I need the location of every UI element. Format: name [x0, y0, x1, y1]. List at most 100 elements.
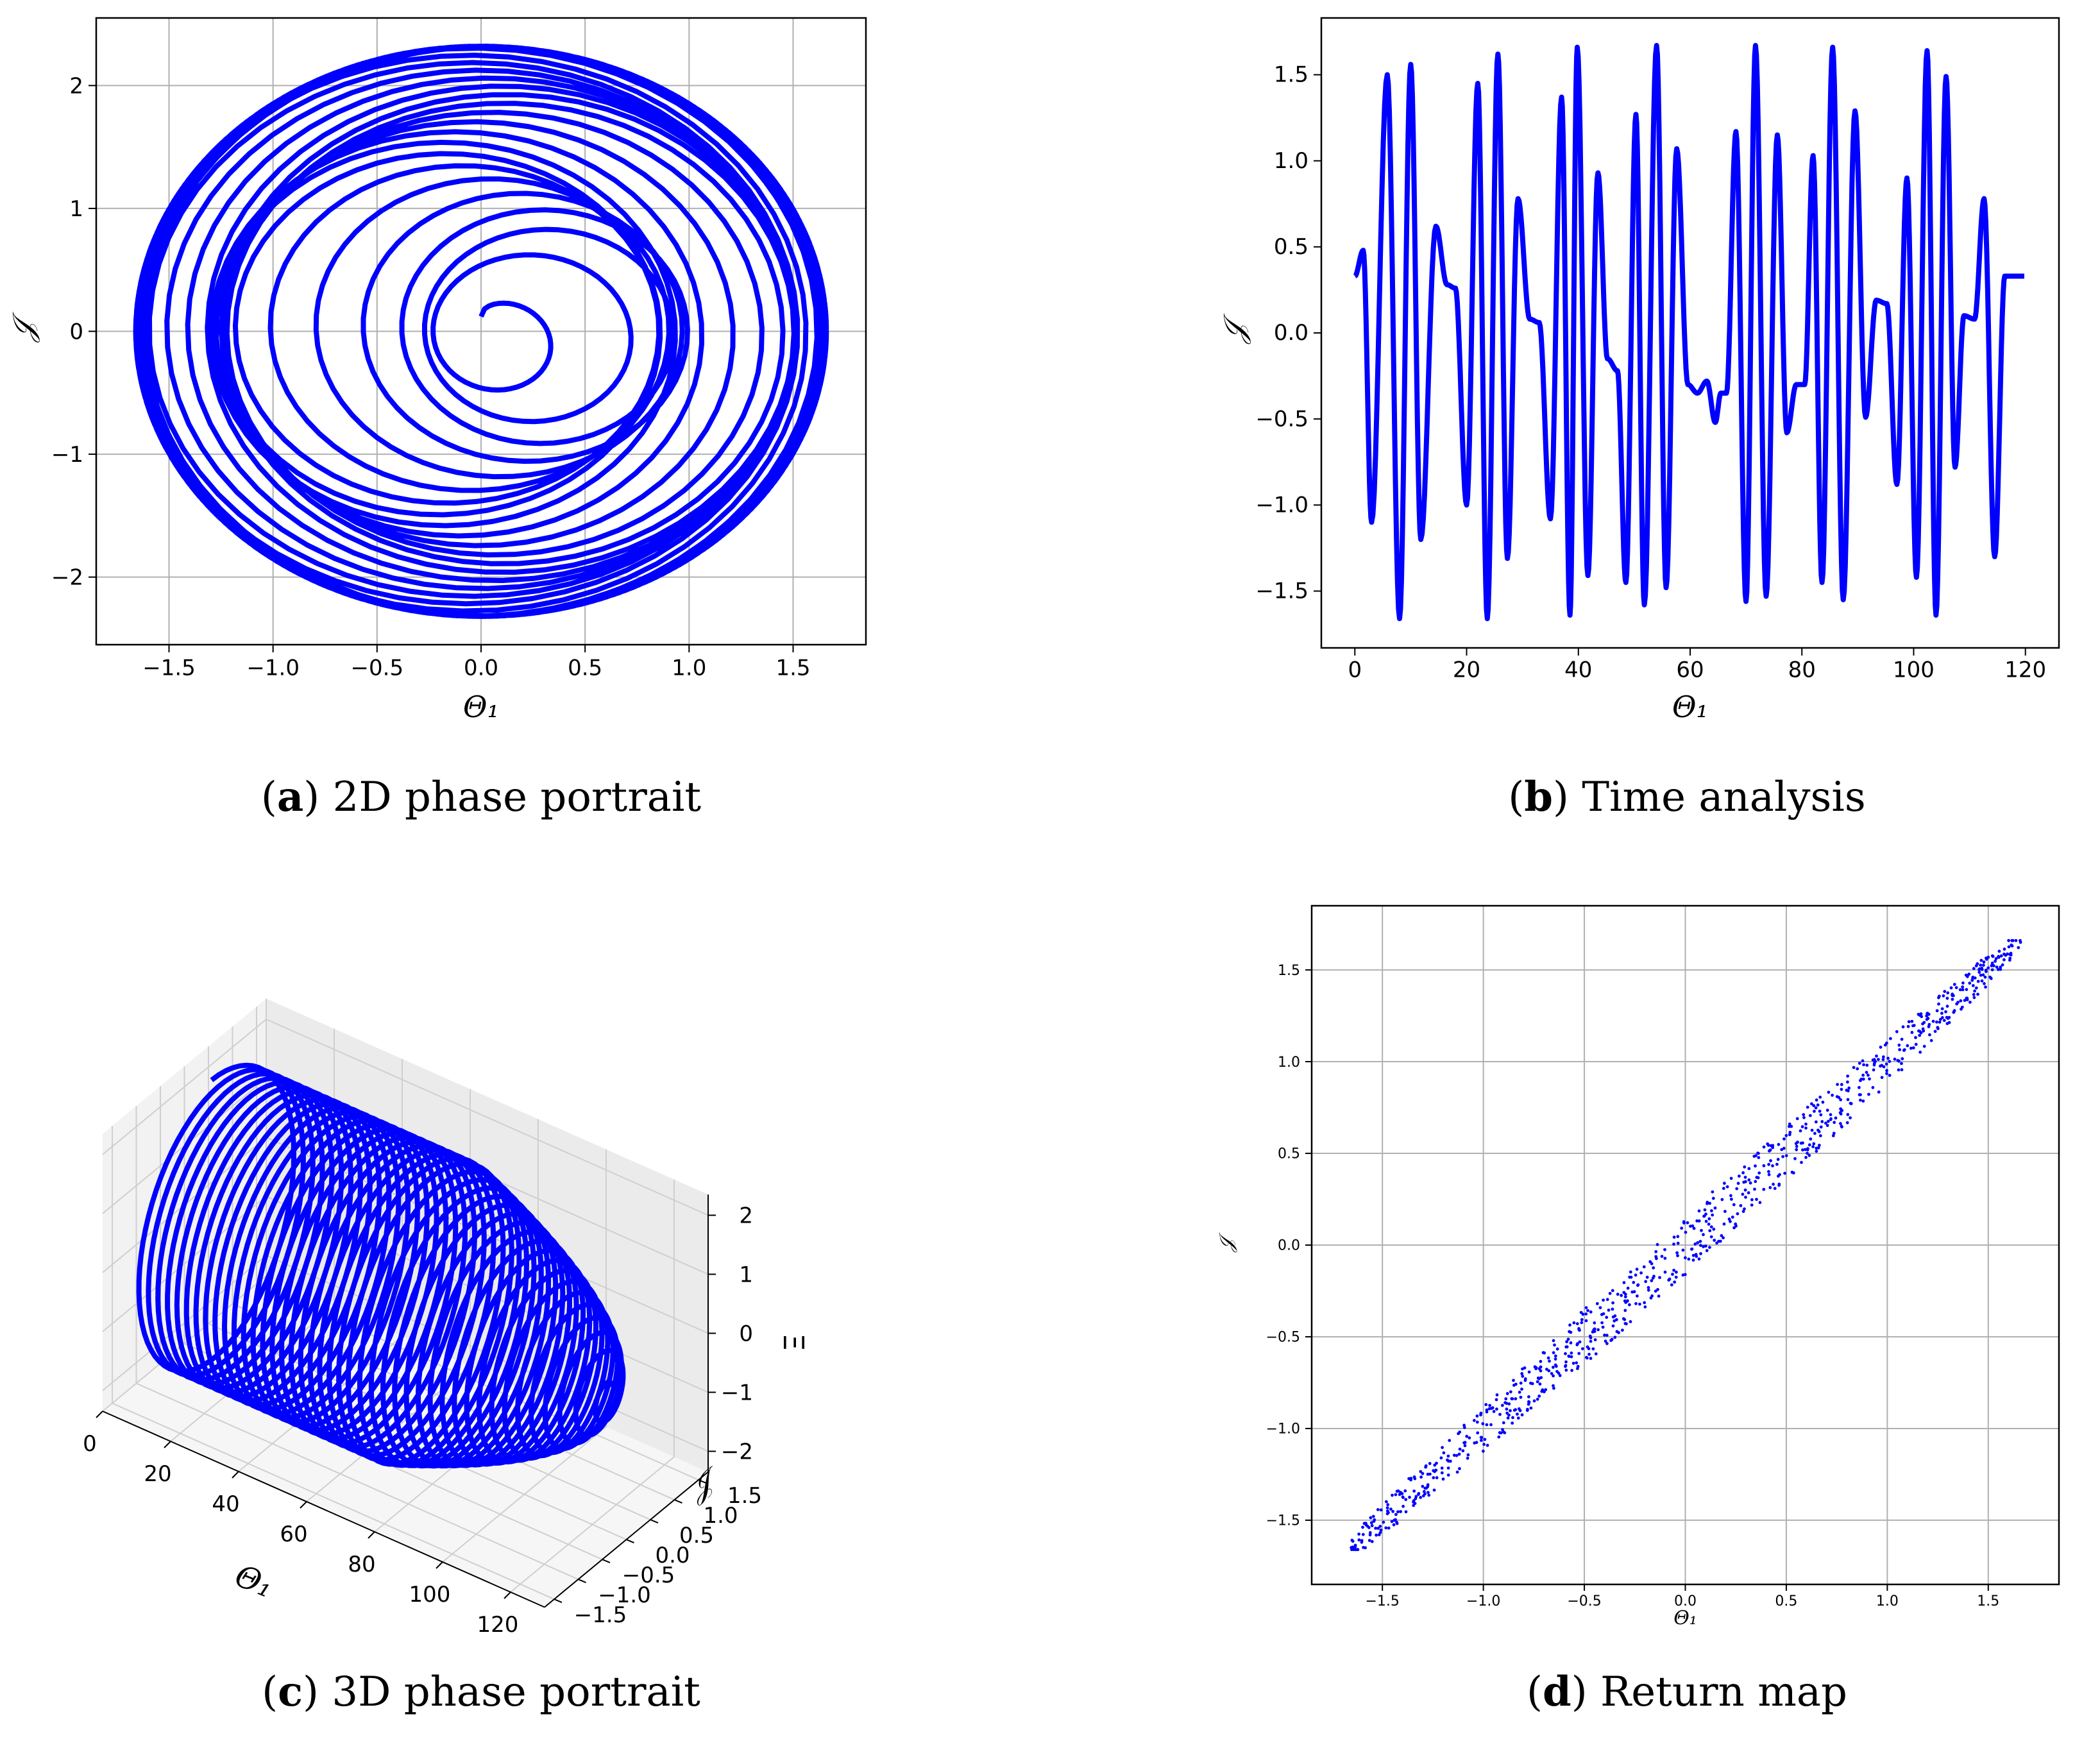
scatter-point — [1506, 1416, 1510, 1420]
scatter-point — [1926, 1012, 1929, 1015]
scatter-point — [1762, 1145, 1766, 1149]
scatter-point — [1750, 1198, 1754, 1201]
scatter-point — [1698, 1239, 1702, 1243]
scatter-point — [1578, 1340, 1582, 1344]
scatter-point — [1601, 1325, 1605, 1329]
scatter-point — [1369, 1516, 1373, 1520]
scatter-point — [1825, 1124, 1829, 1127]
scatter-point — [1412, 1500, 1415, 1504]
scatter-point — [1952, 1010, 1956, 1014]
scatter-point — [1675, 1270, 1678, 1274]
scatter-point — [1705, 1249, 1709, 1252]
scatter-point — [1965, 996, 1969, 1000]
scatter-point — [1536, 1397, 1539, 1401]
scatter-point — [1817, 1130, 1821, 1133]
scatter-point — [1825, 1108, 1829, 1112]
scatter-point — [1534, 1366, 1538, 1370]
scatter-point — [1973, 989, 1976, 993]
scatter-point — [1357, 1532, 1360, 1536]
scatter-point — [1611, 1289, 1614, 1293]
series-line — [136, 1062, 626, 1469]
scatter-point — [1639, 1271, 1643, 1275]
scatter-point — [1458, 1467, 1461, 1470]
scatter-point — [1969, 1001, 1972, 1004]
scatter-point — [1810, 1102, 1813, 1106]
scatter-point — [1984, 969, 1988, 972]
scatter-point — [1616, 1293, 1620, 1296]
scatter-point — [1655, 1243, 1659, 1246]
x-tick-label-3: 60 — [1676, 657, 1704, 683]
scatter-point — [1368, 1539, 1371, 1542]
scatter-point — [1918, 1014, 1922, 1017]
scatter-point — [1644, 1280, 1648, 1284]
scatter-point — [1800, 1160, 1803, 1164]
scatter-point — [1539, 1360, 1543, 1363]
scatter-point — [1658, 1276, 1661, 1279]
scatter-point — [1782, 1137, 1786, 1141]
scatter-point — [1974, 964, 1978, 968]
scatter-point — [1536, 1380, 1539, 1384]
scatter-point — [1473, 1419, 1476, 1422]
scatter-point — [1675, 1251, 1679, 1255]
scatter-point — [1523, 1378, 1527, 1382]
scatter-point — [1815, 1149, 1818, 1153]
scatter-point — [1766, 1142, 1770, 1146]
scatter-point — [1743, 1175, 1747, 1179]
scatter-point — [1484, 1403, 1488, 1407]
scatter-point — [1482, 1449, 1485, 1453]
x-tick-label-0: −1.5 — [1365, 1593, 1399, 1609]
scatter-point — [1352, 1545, 1356, 1549]
scatter-point — [1946, 991, 1950, 995]
scatter-point — [1696, 1241, 1700, 1244]
scatter-point — [1676, 1235, 1680, 1239]
scatter-point — [1852, 1065, 1856, 1069]
scatter-point — [1747, 1191, 1750, 1194]
scatter-point — [1483, 1438, 1487, 1441]
scatter-point — [1859, 1093, 1862, 1096]
z-axis-label: Ξ — [777, 1334, 809, 1352]
scatter-point — [1350, 1546, 1353, 1549]
scatter-point — [1972, 967, 1976, 971]
scatter-point — [1360, 1540, 1364, 1544]
scatter-point — [1466, 1453, 1470, 1457]
scatter-point — [1762, 1164, 1766, 1167]
scatter-point — [1466, 1456, 1469, 1460]
scatter-point — [1376, 1527, 1380, 1530]
caption-d-text: Return map — [1587, 1668, 1847, 1716]
scatter-point — [1509, 1409, 1512, 1412]
scatter-point — [1808, 1153, 1811, 1157]
scatter-point — [1394, 1513, 1398, 1516]
scatter-point — [1607, 1309, 1611, 1312]
scatter-point — [1505, 1392, 1509, 1395]
scatter-point — [1982, 960, 1986, 964]
x-tick-mark-0 — [96, 1411, 103, 1418]
scatter-point — [1536, 1376, 1540, 1380]
scatter-point — [1937, 1002, 1940, 1006]
scatter-point — [1933, 1030, 1937, 1033]
scatter-point — [1989, 977, 1993, 980]
scatter-point — [1804, 1123, 1808, 1126]
scatter-point — [1378, 1531, 1382, 1534]
scatter-point — [1584, 1312, 1588, 1316]
scatter-point — [1827, 1090, 1831, 1094]
panel-c: 0 20 40 60 80 100 120 −1.5 −1.0 −0.5 0.0 0.5 1.0 1.5−… — [0, 885, 911, 1655]
scatter-point — [1605, 1316, 1609, 1319]
scatter-point — [1584, 1306, 1588, 1309]
y-tick-label-0: −1.5 — [574, 1602, 627, 1628]
scatter-point — [1421, 1484, 1425, 1488]
scatter-point — [1518, 1391, 1521, 1394]
scatter-point — [1867, 1073, 1870, 1077]
scatter-point — [1972, 993, 1976, 996]
scatter-point — [1813, 1110, 1816, 1113]
scatter-point — [1473, 1441, 1477, 1445]
scatter-point — [1613, 1319, 1616, 1323]
scatter-point — [1937, 996, 1940, 999]
scatter-point — [1369, 1521, 1373, 1525]
scatter-point — [1814, 1106, 1818, 1110]
scatter-point — [1495, 1398, 1498, 1402]
scatter-point — [1446, 1454, 1450, 1458]
scatter-point — [1691, 1259, 1695, 1262]
scatter-point — [1622, 1281, 1626, 1284]
scatter-point — [1795, 1148, 1799, 1151]
y-tick-label-0: −1.5 — [1255, 579, 1308, 604]
